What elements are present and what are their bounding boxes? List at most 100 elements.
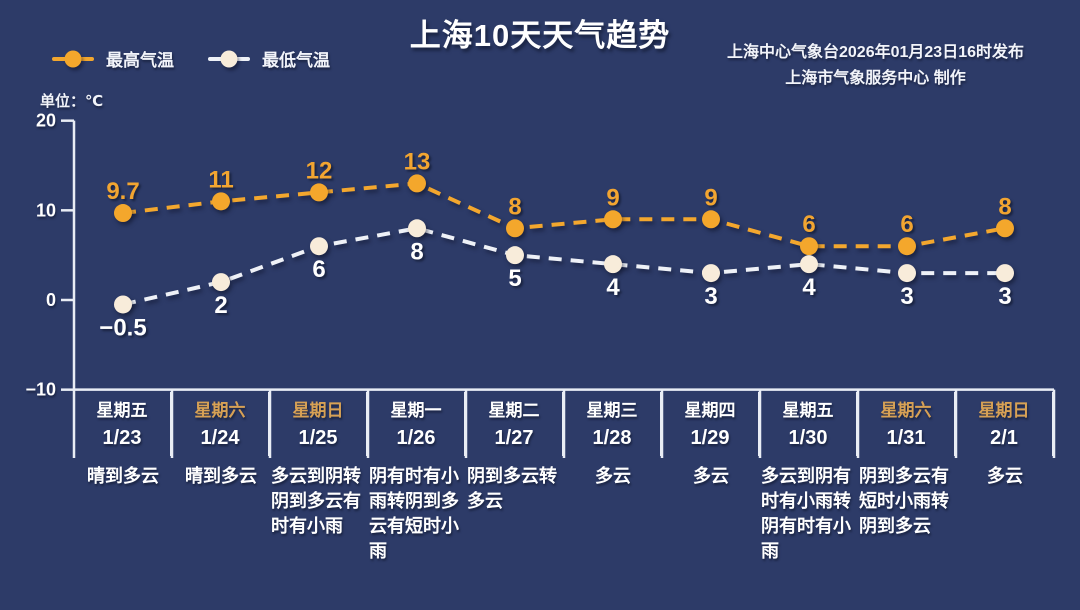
forecast-day-column: 星期五 1/30 多云到阴有时有小雨转阴有时有小雨 [760, 392, 858, 564]
value-label-max: 8 [998, 193, 1011, 220]
day-date-cell: 星期一 1/26 [368, 392, 466, 456]
day-date-cell: 星期四 1/29 [662, 392, 760, 456]
data-point-max [114, 204, 132, 223]
weekday-label: 星期六 [880, 401, 932, 420]
legend-item-max: 最高气温 [52, 46, 174, 71]
day-date-cell: 星期六 1/31 [858, 392, 956, 456]
data-point-max [898, 237, 916, 256]
weather-description: 阴到多云转多云 [466, 464, 564, 514]
value-label-min: 2 [214, 292, 227, 319]
forecast-day-column: 星期四 1/29 多云 [662, 392, 760, 564]
publisher-line2: 上海市气象服务中心 制作 [785, 70, 966, 87]
legend: 最高气温 最低气温 [52, 46, 330, 71]
weekday-label: 星期五 [782, 401, 834, 420]
weather-text: 晴到多云 [87, 466, 159, 486]
day-date-cell: 星期日 1/25 [270, 392, 368, 456]
day-date-cell: 星期六 1/24 [172, 392, 270, 456]
data-point-min [212, 273, 230, 292]
data-point-max [996, 219, 1014, 238]
forecast-day-column: 星期日 1/25 多云到阴转阴到多云有时有小雨 [270, 392, 368, 564]
y-tick-label: 10 [36, 200, 56, 220]
weather-text: 晴到多云 [185, 466, 257, 486]
forecast-day-column: 星期六 1/31 阴到多云有短时小雨转阴到多云 [858, 392, 956, 564]
legend-dot-icon [220, 50, 238, 67]
y-tick-label: −10 [25, 380, 56, 400]
value-label-min: 5 [508, 265, 521, 292]
weather-description: 多云 [564, 464, 662, 489]
data-point-max [310, 183, 328, 202]
date-label: 1/23 [102, 427, 142, 449]
weather-text: 多云到阴转阴到多云有时有小雨 [271, 466, 361, 536]
data-point-max [212, 192, 230, 211]
weather-description: 多云到阴转阴到多云有时有小雨 [270, 464, 368, 539]
weather-text: 多云 [595, 466, 631, 486]
forecast-day-column: 星期六 1/24 晴到多云 [172, 392, 270, 564]
data-point-min [702, 264, 720, 283]
forecast-day-column: 星期五 1/23 晴到多云 [74, 392, 172, 564]
data-point-min [604, 255, 622, 274]
y-tick-label: 0 [46, 290, 56, 310]
data-point-max [702, 210, 720, 229]
value-label-max: 8 [508, 193, 521, 220]
weather-text: 多云 [987, 466, 1023, 486]
series-line-min [122, 226, 1005, 307]
value-label-min: 4 [606, 274, 620, 301]
page-title: 上海10天天气趋势 [409, 18, 671, 53]
value-label-max: 12 [306, 157, 333, 184]
weather-text: 阴到多云转多云 [467, 466, 557, 511]
day-date-cell: 星期五 1/23 [74, 392, 172, 456]
date-label: 1/29 [690, 427, 730, 449]
value-label-max: 6 [900, 211, 913, 238]
weather-description: 阴到多云有短时小雨转阴到多云 [858, 464, 956, 539]
weather-text: 阴有时有小雨转阴到多云有短时小雨 [369, 466, 459, 561]
data-point-max [408, 174, 426, 193]
data-point-min [506, 246, 524, 265]
data-point-min [996, 264, 1014, 283]
day-date-cell: 星期二 1/27 [466, 392, 564, 456]
value-label-max: 6 [802, 211, 815, 238]
y-tick-label: 20 [36, 111, 56, 131]
legend-item-min: 最低气温 [208, 46, 330, 71]
series-line-max [122, 181, 1006, 249]
value-label-min: 8 [410, 238, 423, 265]
data-point-min [408, 219, 426, 238]
weather-description: 多云 [956, 464, 1054, 489]
day-date-cell: 星期日 2/1 [956, 392, 1054, 456]
data-point-min [800, 255, 818, 274]
weather-description: 多云到阴有时有小雨转阴有时有小雨 [760, 464, 858, 564]
data-point-min [898, 264, 916, 283]
weekday-label: 星期二 [488, 401, 540, 420]
weekday-label: 星期五 [96, 401, 148, 420]
weather-description: 晴到多云 [74, 464, 172, 489]
weekday-label: 星期日 [978, 401, 1030, 420]
date-label: 1/30 [788, 427, 828, 449]
data-point-max [506, 219, 524, 238]
data-point-min [310, 237, 328, 256]
weekday-label: 星期四 [684, 401, 736, 420]
value-label-min: −0.5 [99, 314, 146, 341]
value-label-max: 9.7 [106, 178, 139, 205]
value-label-min: 3 [704, 283, 717, 310]
value-label-max: 11 [208, 166, 233, 193]
value-label-min: 6 [312, 256, 325, 283]
date-label: 1/27 [494, 427, 534, 449]
data-point-min [114, 295, 132, 314]
forecast-day-column: 星期一 1/26 阴有时有小雨转阴到多云有短时小雨 [368, 392, 466, 564]
weather-text: 多云到阴有时有小雨转阴有时有小雨 [761, 466, 851, 561]
weather-description: 晴到多云 [172, 464, 270, 489]
value-label-min: 3 [900, 283, 913, 310]
weather-description: 多云 [662, 464, 760, 489]
value-label-min: 4 [802, 274, 816, 301]
day-date-cell: 星期三 1/28 [564, 392, 662, 456]
date-label: 2/1 [990, 427, 1018, 449]
date-label: 1/31 [886, 427, 926, 449]
legend-label: 最高气温 [106, 51, 174, 70]
value-label-max: 13 [404, 148, 431, 175]
forecast-day-column: 星期三 1/28 多云 [564, 392, 662, 564]
weather-description: 阴有时有小雨转阴到多云有短时小雨 [368, 464, 466, 564]
unit-label: 单位：℃ [40, 93, 104, 110]
value-label-max: 9 [606, 184, 619, 211]
weather-text: 阴到多云有短时小雨转阴到多云 [859, 466, 949, 536]
